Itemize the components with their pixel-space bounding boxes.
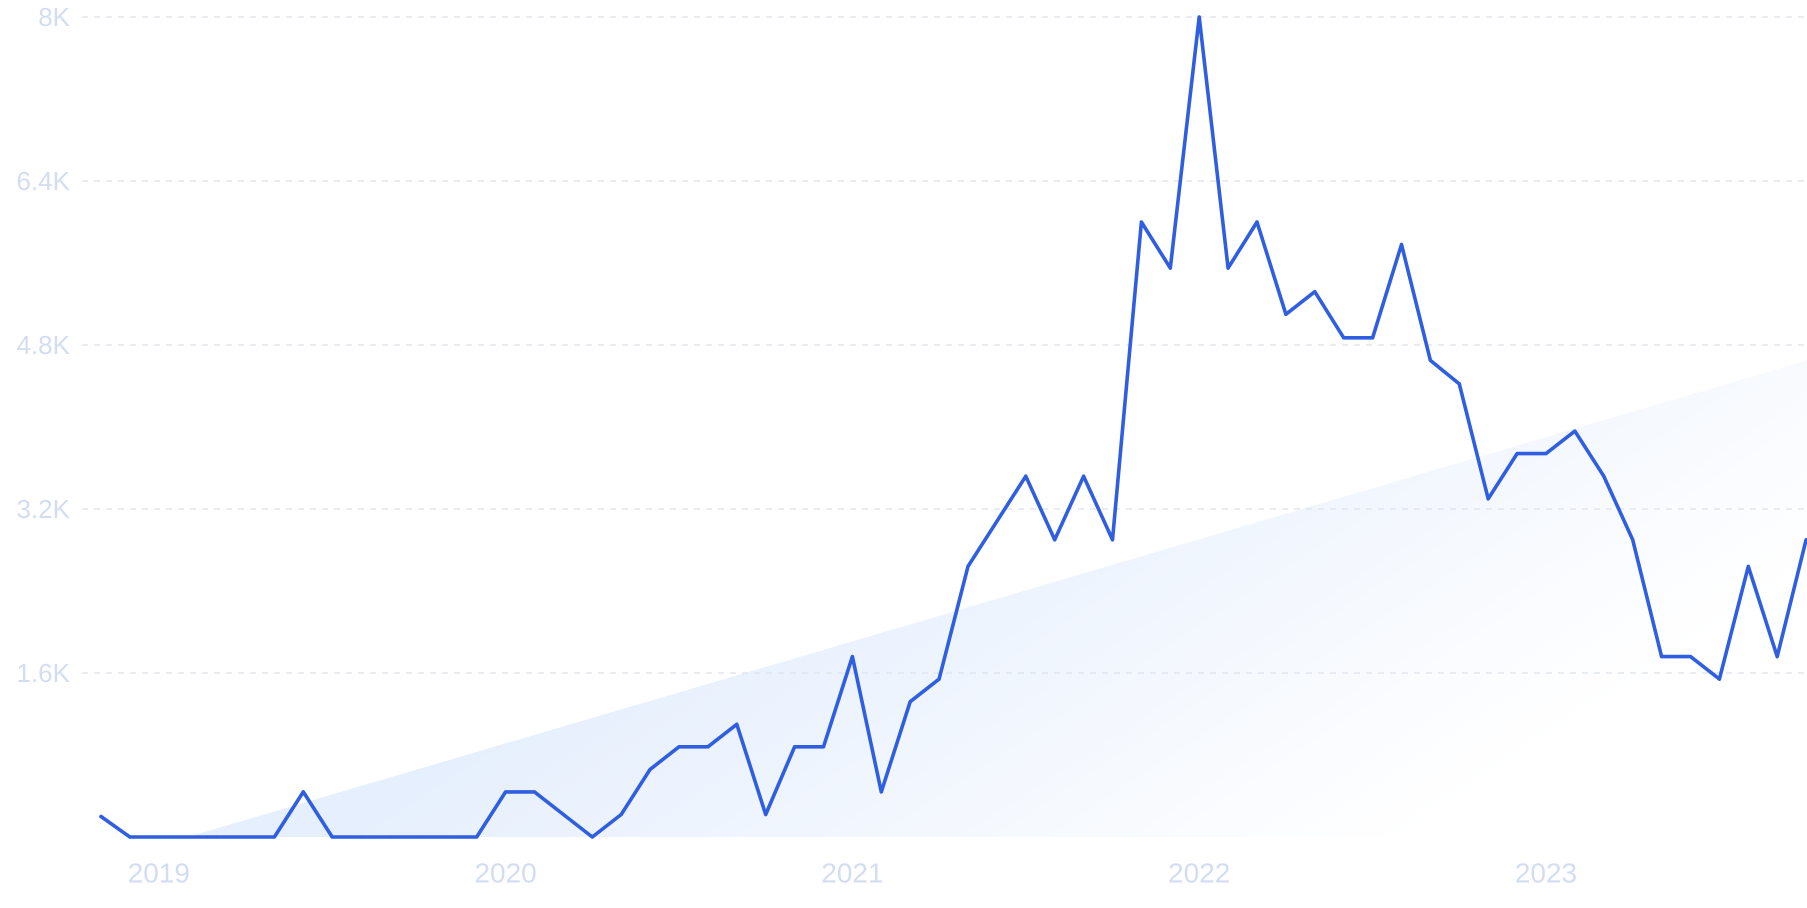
- data-point: [388, 835, 391, 838]
- data-point: [186, 835, 189, 838]
- data-point: [880, 790, 883, 793]
- data-point: [562, 813, 565, 816]
- data-point: [620, 813, 623, 816]
- x-tick-label: 2022: [1168, 858, 1230, 889]
- data-point: [1631, 538, 1634, 541]
- data-point: [1284, 313, 1287, 316]
- data-point: [706, 745, 709, 748]
- data-point: [244, 835, 247, 838]
- data-point: [1458, 382, 1461, 385]
- y-tick-label: 4.8K: [17, 330, 71, 360]
- data-point: [677, 745, 680, 748]
- data-point: [99, 815, 102, 818]
- y-tick-label: 3.2K: [17, 494, 71, 524]
- x-tick-label: 2020: [474, 858, 536, 889]
- trend-band-layer: [188, 360, 1807, 837]
- data-point: [1544, 452, 1547, 455]
- data-point: [822, 745, 825, 748]
- data-point: [649, 768, 652, 771]
- data-point: [966, 565, 969, 568]
- data-point: [1516, 452, 1519, 455]
- data-point: [1140, 220, 1143, 223]
- data-point: [591, 835, 594, 838]
- data-point: [1342, 336, 1345, 339]
- data-point: [909, 700, 912, 703]
- data-point: [302, 790, 305, 793]
- data-point: [1689, 655, 1692, 658]
- data-point: [1111, 538, 1114, 541]
- data-point: [1053, 538, 1056, 541]
- data-point: [1602, 475, 1605, 478]
- x-axis-ticks: 2019 2020 2021 2022 2023: [128, 858, 1577, 889]
- data-point: [851, 655, 854, 658]
- data-point: [938, 678, 941, 681]
- data-point: [446, 835, 449, 838]
- data-point: [215, 835, 218, 838]
- data-point: [1747, 565, 1750, 568]
- data-point: [1024, 475, 1027, 478]
- data-point: [475, 835, 478, 838]
- data-point: [128, 835, 131, 838]
- data-point: [331, 835, 334, 838]
- data-point: [1718, 678, 1721, 681]
- data-point: [1400, 243, 1403, 246]
- y-tick-label: 8K: [38, 2, 70, 32]
- data-point: [360, 835, 363, 838]
- data-point: [417, 835, 420, 838]
- data-point: [533, 790, 536, 793]
- x-tick-label: 2019: [128, 858, 190, 889]
- trend-band: [188, 360, 1807, 837]
- data-point: [1487, 497, 1490, 500]
- y-tick-label: 6.4K: [17, 166, 71, 196]
- data-point: [157, 835, 160, 838]
- y-axis-ticks: 1.6K 3.2K 4.8K 6.4K 8K: [17, 2, 71, 688]
- data-point: [273, 835, 276, 838]
- y-tick-label: 1.6K: [17, 658, 71, 688]
- data-point: [504, 790, 507, 793]
- data-point: [1573, 430, 1576, 433]
- data-point: [1429, 359, 1432, 362]
- data-point: [735, 723, 738, 726]
- data-point: [1227, 267, 1230, 270]
- x-tick-label: 2021: [821, 858, 883, 889]
- data-point: [995, 520, 998, 523]
- data-point: [1198, 15, 1201, 18]
- data-point: [764, 813, 767, 816]
- data-point: [1776, 655, 1779, 658]
- data-point: [793, 745, 796, 748]
- data-point: [1169, 267, 1172, 270]
- x-tick-label: 2023: [1515, 858, 1577, 889]
- data-point: [1660, 655, 1663, 658]
- data-point: [1371, 336, 1374, 339]
- data-point: [1082, 475, 1085, 478]
- data-point: [1255, 220, 1258, 223]
- data-point: [1313, 290, 1316, 293]
